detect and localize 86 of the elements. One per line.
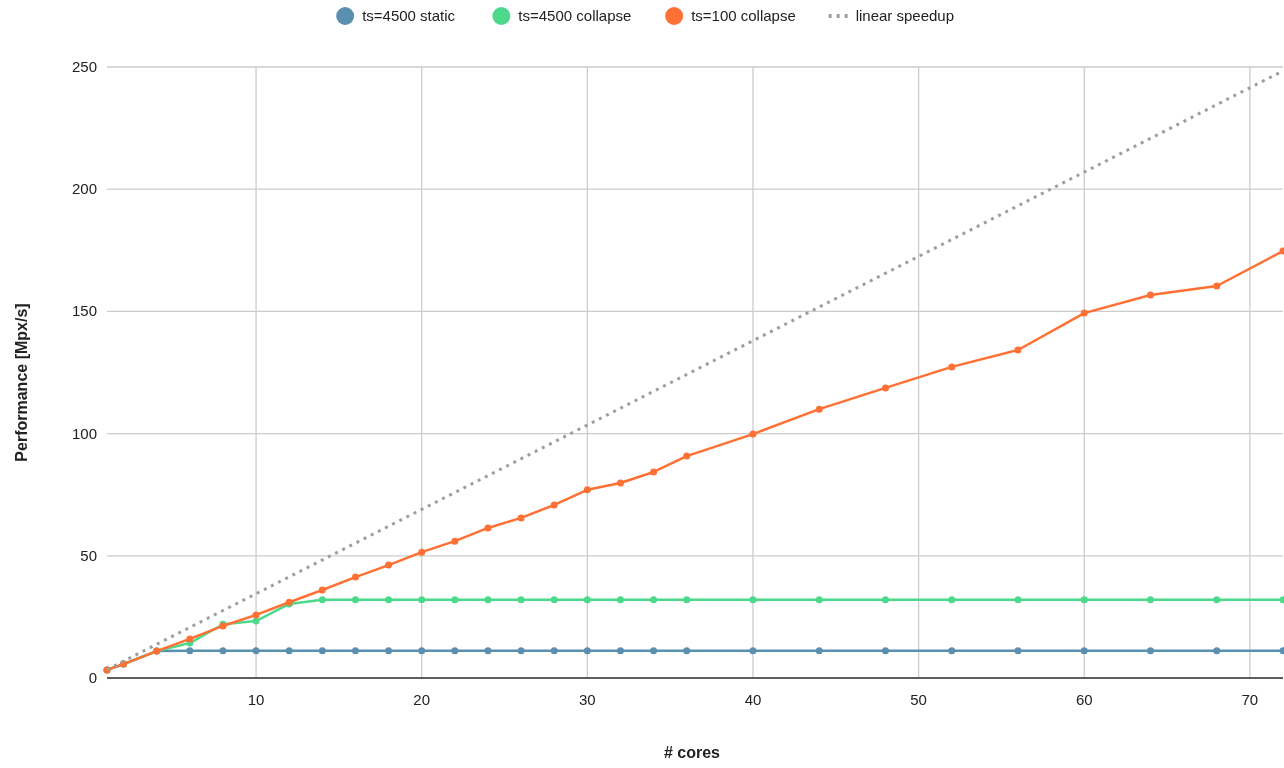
point: [451, 647, 459, 655]
point: [385, 561, 393, 569]
point: [1213, 596, 1221, 604]
x-tick-label: 60: [1075, 691, 1093, 708]
point: [1014, 647, 1022, 655]
point: [1014, 346, 1022, 354]
point: [616, 647, 624, 655]
point: [451, 537, 459, 545]
point: [186, 635, 194, 643]
point: [219, 647, 227, 655]
point: [318, 596, 326, 604]
x-tick-label: 30: [578, 691, 596, 708]
point: [1213, 647, 1221, 655]
point: [186, 647, 194, 655]
point: [749, 430, 757, 438]
point: [484, 524, 492, 532]
y-tick-label: 100: [71, 424, 97, 442]
point: [881, 647, 889, 655]
point: [881, 596, 889, 604]
y-axis-title: Performance [Mpx/s]: [13, 303, 30, 462]
point: [683, 452, 691, 460]
point: [318, 647, 326, 655]
point: [1146, 647, 1154, 655]
point: [650, 596, 658, 604]
point: [550, 596, 558, 604]
point: [650, 647, 658, 655]
point: [583, 486, 591, 494]
legend-label: ts=100 collapse: [691, 7, 796, 24]
point: [1080, 309, 1088, 317]
point: [550, 501, 558, 509]
y-tick-label: 0: [88, 669, 97, 686]
point: [418, 596, 426, 604]
point: [484, 647, 492, 655]
point: [650, 468, 658, 476]
point: [815, 405, 823, 413]
point: [1213, 282, 1221, 290]
point: [285, 647, 293, 655]
point: [418, 647, 426, 655]
legend-label: ts=4500 collapse: [518, 7, 632, 24]
point: [948, 647, 956, 655]
y-tick-label: 50: [80, 546, 97, 564]
y-tick-label: 250: [71, 58, 97, 75]
point: [1146, 291, 1154, 299]
point: [351, 596, 359, 604]
point: [1080, 647, 1088, 655]
point: [252, 617, 260, 625]
point: [881, 384, 889, 392]
x-tick-label: 70: [1241, 691, 1259, 708]
x-tick-label: 50: [910, 691, 927, 708]
point: [1146, 596, 1154, 604]
point: [616, 596, 624, 604]
point: [815, 647, 823, 655]
point: [683, 647, 691, 655]
point: [583, 647, 591, 655]
point: [318, 586, 326, 594]
point: [683, 596, 691, 604]
point: [583, 596, 591, 604]
point: [252, 611, 260, 619]
point: [550, 647, 558, 655]
point: [418, 548, 426, 556]
legend-label: linear speedup: [855, 7, 955, 24]
point: [451, 596, 459, 604]
point: [616, 479, 624, 487]
legend-label: ts=4500 static: [362, 7, 456, 24]
y-tick-label: 200: [71, 180, 97, 198]
y-tick-label: 150: [71, 302, 97, 320]
x-axis-title: # cores: [663, 744, 721, 761]
point: [385, 647, 393, 655]
point: [1014, 596, 1022, 604]
x-tick-label: 40: [744, 691, 762, 708]
point: [351, 573, 359, 581]
point: [948, 363, 956, 371]
point: [351, 647, 359, 655]
point: [948, 596, 956, 604]
point: [1080, 596, 1088, 604]
x-tick-label: 20: [413, 691, 431, 708]
point: [749, 596, 757, 604]
point: [749, 647, 757, 655]
point: [815, 596, 823, 604]
x-tick-label: 10: [247, 691, 265, 708]
point: [385, 596, 393, 604]
point: [252, 647, 260, 655]
point: [484, 596, 492, 604]
point: [517, 647, 525, 655]
point: [517, 514, 525, 522]
point: [517, 596, 525, 604]
